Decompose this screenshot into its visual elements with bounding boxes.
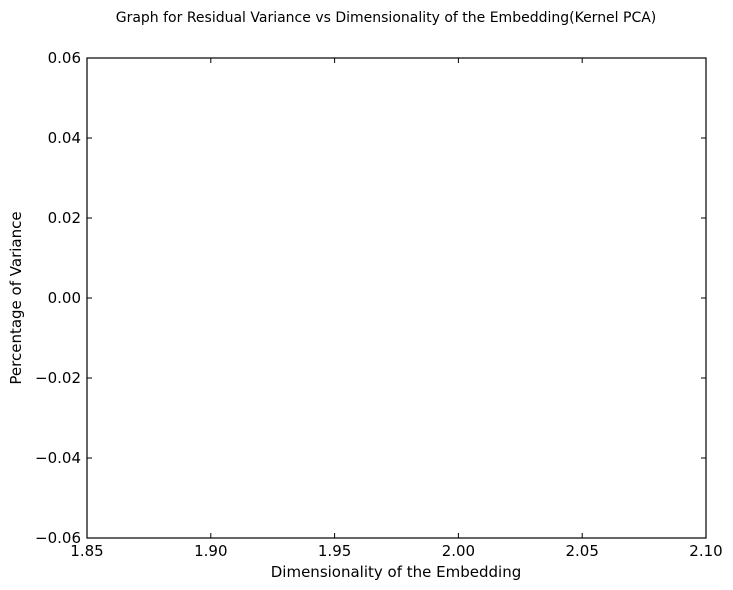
y-tick-label: 0.04 xyxy=(48,129,81,147)
x-tick-label: 1.90 xyxy=(194,542,227,560)
y-tick-label: −0.04 xyxy=(35,449,81,467)
x-axis: 1.85 1.90 1.95 2.00 2.05 2.10 xyxy=(70,58,723,560)
x-tick-label: 1.95 xyxy=(318,542,351,560)
x-axis-label: Dimensionality of the Embedding xyxy=(271,563,521,581)
x-tick-label: 2.10 xyxy=(689,542,722,560)
chart-title: Graph for Residual Variance vs Dimension… xyxy=(116,10,657,26)
y-axis-label: Percentage of Variance xyxy=(7,211,25,384)
x-tick-label: 1.85 xyxy=(70,542,103,560)
y-tick-label: 0.02 xyxy=(48,209,81,227)
y-tick-label: 0.00 xyxy=(48,289,81,307)
x-tick-label: 2.05 xyxy=(565,542,598,560)
y-axis: −0.06 −0.04 −0.02 0.00 0.02 0.04 0.06 xyxy=(35,49,706,547)
y-tick-label: 0.06 xyxy=(48,49,81,67)
y-tick-label: −0.06 xyxy=(35,529,81,547)
y-tick-label: −0.02 xyxy=(35,369,81,387)
plot-area xyxy=(86,57,707,539)
x-tick-label: 2.00 xyxy=(442,542,475,560)
